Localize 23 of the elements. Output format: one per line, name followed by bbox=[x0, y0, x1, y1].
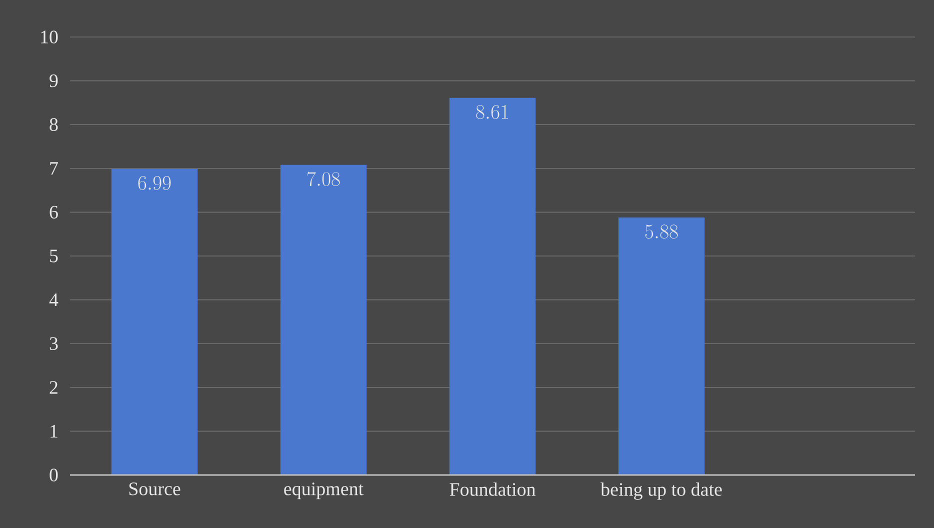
y-tick-label: 3 bbox=[50, 337, 58, 350]
x-tick-label: Source bbox=[129, 482, 180, 496]
y-tick-label: 7 bbox=[50, 162, 58, 175]
bar bbox=[618, 217, 705, 475]
data-label: 5.88 bbox=[645, 224, 678, 239]
y-tick-label: 0 bbox=[50, 468, 58, 482]
y-tick-label: 9 bbox=[50, 74, 58, 88]
y-tick-label: 2 bbox=[50, 381, 58, 394]
y-tick-label: 4 bbox=[49, 294, 58, 306]
y-tick-label: 8 bbox=[50, 118, 58, 132]
y-tick-label: 1 bbox=[50, 424, 58, 438]
x-tick-label: equipment bbox=[284, 482, 364, 500]
bar bbox=[449, 98, 536, 475]
y-tick-label: 10 bbox=[41, 30, 58, 44]
y-tick-label: 5 bbox=[50, 250, 58, 262]
data-label: 6.99 bbox=[138, 176, 171, 190]
bar bbox=[111, 168, 198, 475]
data-label: 7.08 bbox=[307, 172, 340, 186]
x-tick-label: Foundation bbox=[450, 482, 536, 496]
data-label: 8.61 bbox=[476, 105, 508, 120]
y-tick-label: 6 bbox=[50, 206, 58, 219]
x-tick-label: being up to date bbox=[600, 482, 722, 500]
bar bbox=[280, 164, 367, 475]
